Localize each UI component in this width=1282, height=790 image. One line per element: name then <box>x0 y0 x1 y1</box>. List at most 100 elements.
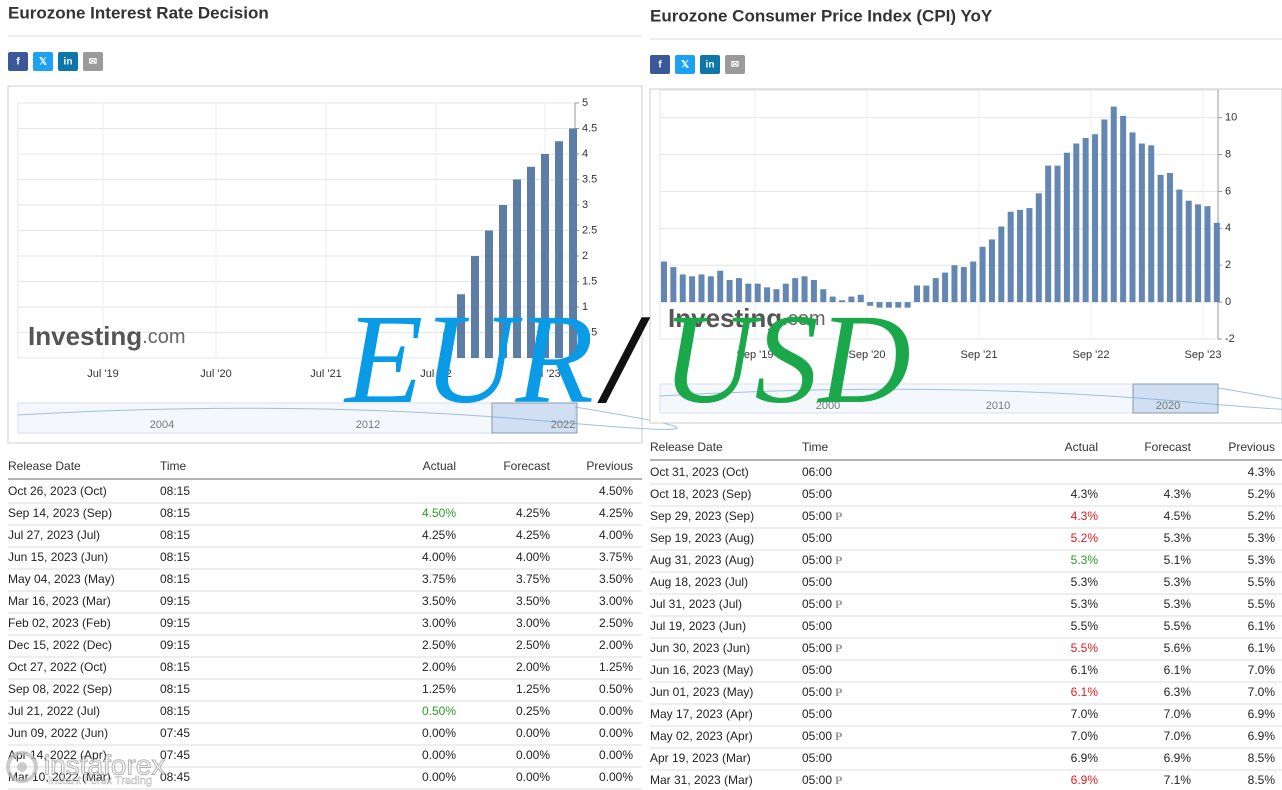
bar <box>1148 145 1155 303</box>
column-header: Previous <box>586 459 633 473</box>
cell: Jun 15, 2023 (Jun) <box>8 550 108 564</box>
bar <box>1120 115 1127 303</box>
bar <box>717 270 724 303</box>
cell: 06:00 <box>802 465 832 479</box>
bar <box>1035 193 1042 303</box>
share-button[interactable] <box>650 55 670 74</box>
share-icon[interactable]: f <box>16 57 20 68</box>
column-header: Time <box>802 440 829 454</box>
cell: 6.9% <box>1071 773 1099 787</box>
y-tick-label: 10 <box>1225 112 1237 124</box>
y-tick-label: 2 <box>582 250 588 262</box>
cell: 7.0% <box>1071 729 1099 743</box>
cell: Mar 31, 2023 (Mar) <box>650 773 753 787</box>
x-tick-label: Jul '23 <box>529 368 560 380</box>
cell: Oct 31, 2023 (Oct) <box>650 465 749 479</box>
x-tick-label: Jul '22 <box>420 368 451 380</box>
cell: 4.50% <box>599 484 633 498</box>
cell: 2.50% <box>516 638 550 652</box>
share-button[interactable] <box>33 52 53 71</box>
navigator-label: 2012 <box>356 419 380 431</box>
share-button[interactable] <box>58 52 78 71</box>
cell: 05:00 <box>802 531 832 545</box>
share-icon[interactable]: f <box>658 60 662 71</box>
bar <box>810 279 817 303</box>
cell: 0.00% <box>422 770 456 784</box>
bar <box>1204 206 1211 303</box>
cell: 6.9% <box>1071 751 1099 765</box>
cell: 6.1% <box>1071 663 1099 677</box>
bar <box>904 302 911 308</box>
cell: 5.3% <box>1248 531 1276 545</box>
cell: Oct 27, 2022 (Oct) <box>8 660 107 674</box>
cell: 4.25% <box>516 506 550 520</box>
cell: 0.00% <box>422 748 456 762</box>
navigator-series <box>659 387 1282 410</box>
bar <box>960 267 967 303</box>
navigator-selection[interactable] <box>491 402 578 434</box>
bar <box>499 205 507 358</box>
cell: 5.2% <box>1071 531 1099 545</box>
cell: 05:00 <box>802 707 832 721</box>
cell: 3.00% <box>516 616 550 630</box>
share-icon[interactable]: ✉ <box>731 60 739 71</box>
cell: 5.2% <box>1248 509 1276 523</box>
chart-frame <box>7 85 643 444</box>
cell: Jul 21, 2022 (Jul) <box>8 704 100 718</box>
cell: 08:15 <box>160 572 190 586</box>
cell: 05:00 <box>802 575 832 589</box>
x-tick-label: Sep '21 <box>961 349 998 361</box>
bar <box>876 302 883 308</box>
cell: Jun 01, 2023 (May) <box>650 685 753 699</box>
cell: 6.1% <box>1071 685 1099 699</box>
share-button[interactable] <box>8 52 28 71</box>
share-icon[interactable]: 𝕏 <box>681 60 689 71</box>
bar <box>848 296 855 303</box>
cell: 2.00% <box>422 660 456 674</box>
cell: 4.25% <box>516 528 550 542</box>
bar <box>932 278 939 303</box>
bar <box>1138 143 1145 303</box>
share-icon[interactable]: ✉ <box>89 57 97 68</box>
share-button[interactable] <box>725 55 745 74</box>
cell: Jun 09, 2022 (Jun) <box>8 726 108 740</box>
x-tick-label: Sep '20 <box>849 349 886 361</box>
cell: 5.5% <box>1071 619 1099 633</box>
cell: 08:15 <box>160 550 190 564</box>
bar <box>670 267 677 303</box>
bar <box>1185 200 1192 303</box>
bar <box>1045 165 1052 303</box>
share-icon[interactable]: 𝕏 <box>39 57 47 68</box>
share-button[interactable] <box>83 52 103 71</box>
cell: Jun 30, 2023 (Jun) <box>650 641 750 655</box>
share-icon[interactable]: in <box>706 60 715 71</box>
cell: 6.9% <box>1248 707 1276 721</box>
cell: 6.1% <box>1164 663 1192 677</box>
watermark-icon-core <box>17 762 27 772</box>
share-button[interactable] <box>700 55 720 74</box>
bar <box>1166 173 1173 303</box>
cell: 0.00% <box>516 748 550 762</box>
cell: 0.00% <box>516 726 550 740</box>
navigator-selection[interactable] <box>1132 383 1219 414</box>
bar <box>1092 134 1099 303</box>
cell: 7.0% <box>1248 685 1276 699</box>
cell: 05:00 <box>802 487 832 501</box>
y-tick-label: 0 <box>1225 296 1231 308</box>
cell: 4.3% <box>1071 509 1099 523</box>
cell: 09:15 <box>160 638 190 652</box>
cell: 8.5% <box>1248 773 1276 787</box>
bar <box>457 294 465 358</box>
bar <box>857 294 864 303</box>
share-button[interactable] <box>675 55 695 74</box>
cell: 3.75% <box>422 572 456 586</box>
cell: May 04, 2023 (May) <box>8 572 115 586</box>
share-icon[interactable]: in <box>64 57 73 68</box>
cell: 0.25% <box>516 704 550 718</box>
cell: Sep 29, 2023 (Sep) <box>650 509 754 523</box>
column-header: Forecast <box>1144 440 1191 454</box>
cell: 08:15 <box>160 528 190 542</box>
cell: 5.5% <box>1164 619 1192 633</box>
